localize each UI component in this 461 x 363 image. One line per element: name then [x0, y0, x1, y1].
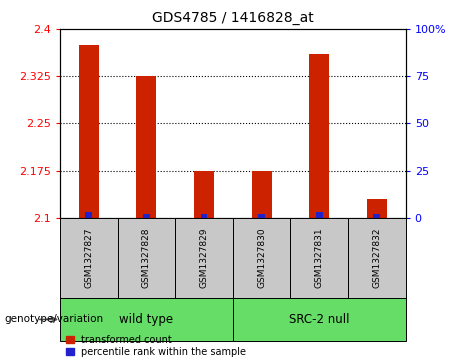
Bar: [252, 171, 272, 218]
Text: SRC-2 null: SRC-2 null: [289, 313, 349, 326]
Title: GDS4785 / 1416828_at: GDS4785 / 1416828_at: [152, 11, 313, 25]
Text: GSM1327829: GSM1327829: [200, 228, 208, 288]
Bar: [136, 76, 156, 218]
Text: GSM1327827: GSM1327827: [84, 228, 93, 288]
Bar: [194, 171, 214, 218]
Bar: [233, 298, 406, 341]
Bar: [60, 218, 118, 298]
Bar: [175, 218, 233, 298]
Bar: [309, 54, 329, 218]
Bar: [85, 212, 92, 218]
Text: GSM1327830: GSM1327830: [257, 227, 266, 288]
Bar: [143, 214, 150, 218]
Bar: [201, 214, 207, 218]
Bar: [79, 45, 99, 218]
Legend: transformed count, percentile rank within the sample: transformed count, percentile rank withi…: [65, 334, 247, 358]
Bar: [367, 199, 387, 218]
Text: GSM1327831: GSM1327831: [315, 227, 324, 288]
Bar: [118, 218, 175, 298]
Bar: [290, 218, 348, 298]
Text: GSM1327828: GSM1327828: [142, 228, 151, 288]
Bar: [316, 212, 323, 218]
Bar: [233, 218, 290, 298]
Bar: [258, 214, 265, 218]
Bar: [373, 214, 380, 218]
Text: wild type: wild type: [119, 313, 173, 326]
Text: genotype/variation: genotype/variation: [5, 314, 104, 325]
Bar: [60, 298, 233, 341]
Bar: [348, 218, 406, 298]
Text: GSM1327832: GSM1327832: [372, 228, 381, 288]
